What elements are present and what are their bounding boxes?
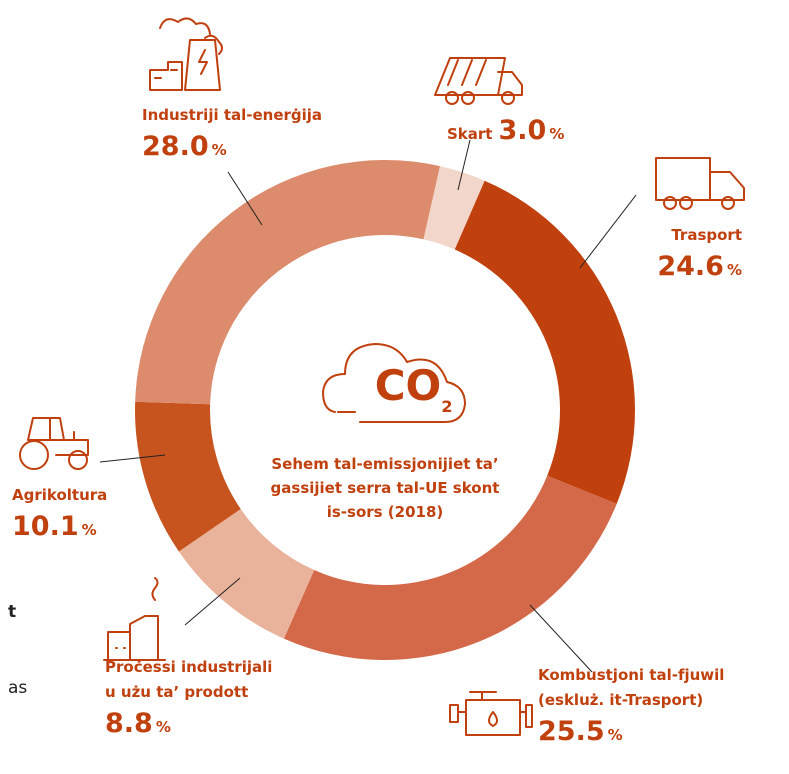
co2-subscript: 2 <box>441 397 452 416</box>
energy-icon <box>149 39 221 91</box>
value-label: 24.6 <box>657 251 724 282</box>
value-unit: % <box>549 125 565 143</box>
category-name: Kombustjoni tal-fjuwil (eskluż. it-Trasp… <box>538 666 725 709</box>
value-unit: % <box>607 726 623 744</box>
tractor-icon <box>27 417 89 456</box>
garbage-truck-icon <box>434 57 523 96</box>
value-label: 3.0 <box>498 115 547 146</box>
value-line: 8.8% <box>105 705 272 746</box>
slice-label: Kombustjoni tal-fjuwil (eskluż. it-Trasp… <box>538 663 724 754</box>
wheel <box>679 196 693 210</box>
leader-line <box>99 454 166 463</box>
wheel <box>445 91 459 105</box>
chart-title: Sehem tal-emissjonijiet ta’ gassijiet se… <box>270 455 500 521</box>
leader-line <box>227 171 263 226</box>
bolt-icon <box>198 49 208 75</box>
value-label: 8.8 <box>105 708 153 739</box>
leader-line <box>529 604 593 673</box>
wheel <box>461 91 475 105</box>
leader-line <box>579 194 637 269</box>
value-label: 10.1 <box>12 511 79 542</box>
value-line: 25.5% <box>538 713 724 754</box>
value-line: 3.0% <box>498 115 564 146</box>
category-name: Trasport <box>671 226 742 244</box>
value-unit: % <box>155 718 171 736</box>
category-name: Skart <box>447 125 493 143</box>
category-name: Industriji tal-enerġija <box>142 106 323 124</box>
slice-label: Agrikoltura 10.1% <box>12 483 107 549</box>
cloud-icon <box>322 343 466 423</box>
slice-label: Skart 3.0% <box>447 112 564 153</box>
co2-text: CO <box>375 361 442 410</box>
category-name: Proċessi industrijali u użu ta’ prodott <box>105 658 273 701</box>
donut-slice <box>283 475 617 661</box>
wheel <box>19 440 49 470</box>
value-line: 28.0% <box>142 128 322 169</box>
value-unit: % <box>81 521 97 539</box>
donut-slice <box>454 180 635 504</box>
value-line: 24.6% <box>657 248 742 289</box>
donut-slice <box>135 401 241 552</box>
donut-slice <box>135 159 440 405</box>
icons <box>19 17 745 736</box>
slice-label: Proċessi industrijali u użu ta’ prodott 8… <box>105 655 272 746</box>
value-label: 25.5 <box>538 716 605 747</box>
slice-label: Industriji tal-enerġija 28.0% <box>142 103 322 169</box>
wheel <box>663 196 677 210</box>
wheel <box>501 91 515 105</box>
value-unit: % <box>726 261 742 279</box>
donut-slice <box>178 509 315 639</box>
oil-drop-icon <box>488 711 498 727</box>
industry-icon <box>103 577 166 661</box>
leader-line <box>457 139 471 191</box>
smoke-icon <box>159 17 223 55</box>
cut-text: as <box>8 678 28 698</box>
cut-text: t <box>8 602 17 622</box>
category-name: Agrikoltura <box>12 486 108 504</box>
value-line: 10.1% <box>12 508 107 549</box>
slice-label: Trasport 24.6% <box>657 223 742 289</box>
donut-slice <box>423 166 485 250</box>
value-unit: % <box>211 141 227 159</box>
wheel <box>68 450 88 470</box>
leader-line <box>184 577 241 626</box>
engine-icon <box>449 691 533 736</box>
value-label: 28.0 <box>142 131 209 162</box>
wheel <box>721 196 735 210</box>
truck-icon <box>655 157 745 201</box>
